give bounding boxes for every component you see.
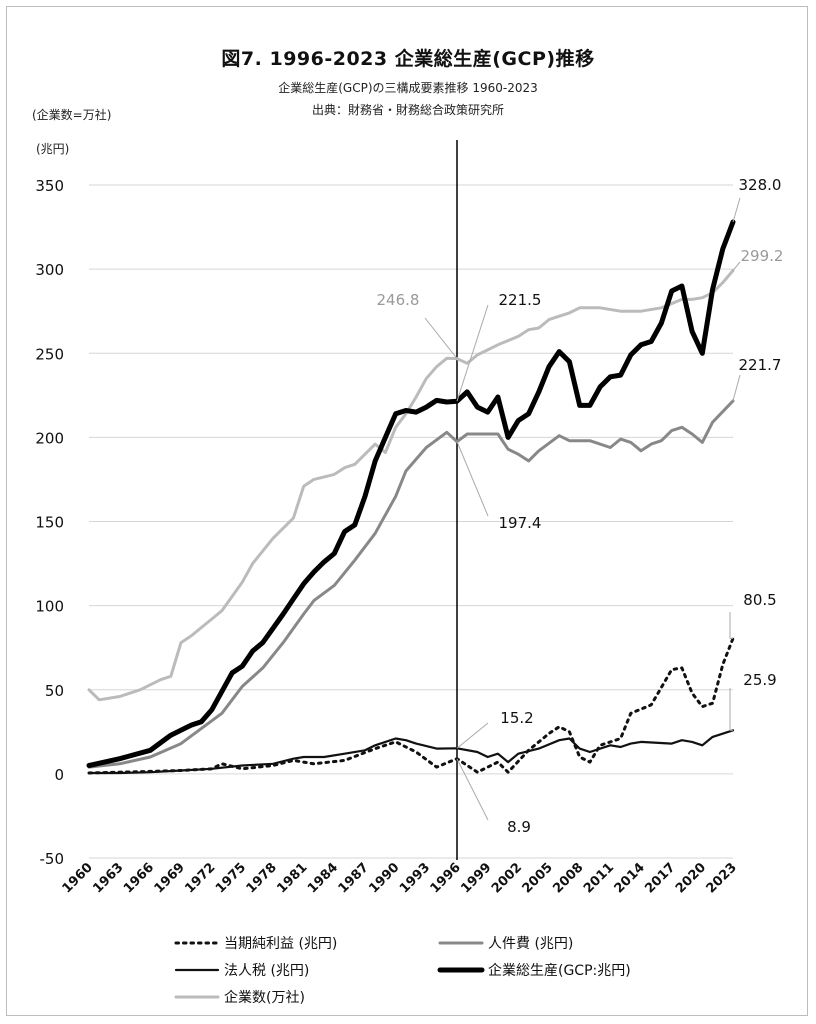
annotation-label: 246.8 [377, 291, 420, 309]
series-line-0 [87, 636, 735, 775]
x-tick-label: 2002 [489, 860, 525, 896]
y-tick-label: 150 [35, 514, 64, 532]
x-tick-label: 2008 [550, 860, 586, 896]
series-line-1 [87, 399, 735, 769]
annotation-label: 8.9 [507, 818, 531, 836]
legend-label: 企業数(万社) [224, 989, 305, 1006]
series-line-3 [86, 219, 736, 768]
y-tick-label: 200 [35, 429, 64, 447]
annotation-leader [732, 261, 741, 271]
series-line-4 [87, 269, 735, 702]
y-tick-label: 50 [45, 682, 64, 700]
annotation-leader [729, 612, 733, 639]
x-tick-label: 2023 [704, 860, 740, 896]
legend-label: 企業総生産(GCP:兆円) [488, 962, 631, 979]
x-tick-label: 2020 [673, 860, 709, 896]
annotation-leader [732, 374, 741, 402]
x-tick-label: 1969 [152, 860, 188, 896]
legend-label: 人件費 (兆円) [488, 936, 573, 952]
annotation-leader [729, 688, 733, 731]
x-tick-label: 1999 [458, 860, 494, 896]
x-tick-label: 1975 [213, 860, 249, 896]
unit-money-label: (兆円) [36, 142, 70, 156]
annotation-label: 299.2 [741, 247, 784, 265]
annotation-leader [456, 758, 489, 821]
x-tick-label: 1993 [397, 860, 433, 896]
x-tick-label: 2017 [642, 860, 678, 896]
legend-label: 法人税 (兆円) [224, 963, 309, 979]
y-tick-label: 350 [35, 177, 64, 195]
annotation-leader [456, 304, 489, 402]
y-tick-label: 0 [54, 766, 64, 784]
chart-source: 出典：財務省・財務総合政策研究所 [311, 103, 504, 117]
x-tick-label: 1978 [244, 860, 280, 896]
annotation-leader [456, 722, 489, 749]
x-tick-label: 2014 [612, 860, 648, 896]
legend-label: 当期純利益 (兆円) [224, 936, 337, 952]
y-tick-label: 100 [35, 598, 64, 616]
unit-count-label: (企業数=万社) [32, 108, 112, 122]
x-tick-label: 1996 [428, 860, 464, 896]
series-line-2 [87, 729, 735, 775]
y-tick-label: 250 [35, 345, 64, 363]
annotation-leader [424, 317, 458, 359]
annotation-label: 197.4 [499, 514, 542, 532]
x-tick-label: 1963 [90, 860, 126, 896]
y-tick-label: 300 [35, 261, 64, 279]
annotation-label: 80.5 [743, 591, 776, 609]
annotation-label: 328.0 [739, 176, 782, 194]
x-tick-label: 1987 [336, 860, 372, 896]
x-tick-label: 2005 [520, 860, 556, 896]
x-tick-label: 1972 [182, 860, 218, 896]
annotation-label: 221.5 [499, 291, 542, 309]
annotation-leader [732, 197, 741, 223]
y-tick-label: -50 [40, 850, 65, 868]
chart-title: 図7. 1996-2023 企業総生産(GCP)推移 [221, 48, 595, 70]
x-tick-label: 1984 [305, 860, 341, 896]
annotation-label: 25.9 [743, 671, 776, 689]
x-tick-label: 1981 [274, 860, 310, 896]
annotation-leader [456, 441, 489, 517]
chart-frame [6, 6, 808, 1016]
chart-subtitle: 企業総生産(GCP)の三構成要素推移 1960-2023 [278, 81, 538, 95]
x-tick-label: 1960 [60, 860, 96, 896]
x-tick-label: 2011 [581, 860, 617, 896]
x-tick-label: 1990 [366, 860, 402, 896]
annotation-label: 15.2 [500, 709, 533, 727]
x-tick-label: 1966 [121, 860, 157, 896]
annotation-label: 221.7 [739, 356, 782, 374]
